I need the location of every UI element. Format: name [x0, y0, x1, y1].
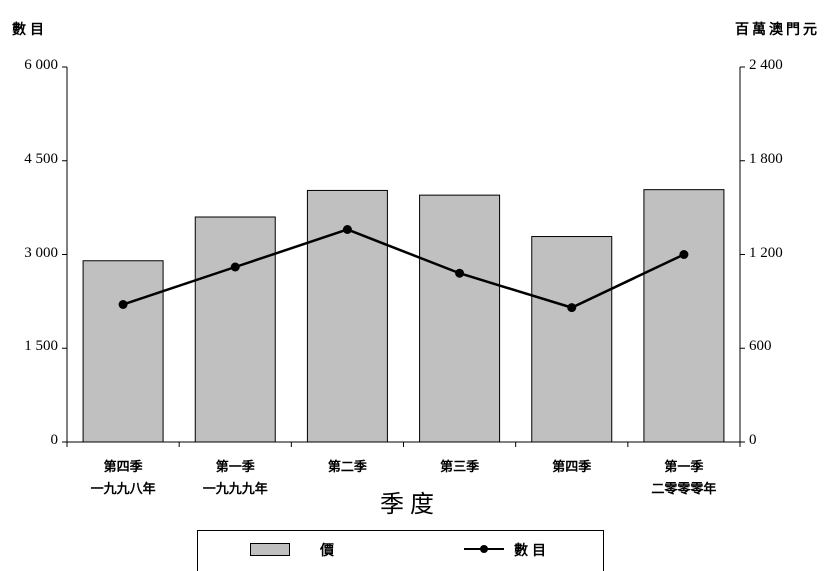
y-left-axis-title: 數目 [12, 22, 48, 38]
line-point-3 [455, 268, 465, 278]
x-tick-label: 第二季 [287, 457, 407, 501]
x-tick-label-line [512, 479, 632, 501]
bar-4 [531, 236, 613, 443]
y-right-tick-label: 600 [749, 338, 772, 355]
x-tick-label-line: 第一季 [215, 460, 255, 475]
legend-bar-swatch [250, 543, 290, 556]
line-point-2 [342, 225, 352, 234]
bar-3 [419, 194, 501, 443]
y-left-tick-label: 1 500 [24, 338, 58, 355]
legend-bar-label: 價 [320, 543, 334, 559]
x-tick-label-line: 第一季 [664, 460, 704, 475]
line-point-5 [679, 250, 689, 259]
y-right-tick-label: 1 800 [749, 150, 783, 167]
y-right-tick-label: 1 200 [749, 244, 783, 261]
legend-line-label: 數目 [514, 543, 550, 559]
x-tick-label: 第一季 二零零零年 [624, 457, 744, 501]
legend: 價 數目 [197, 530, 604, 571]
line-point-0 [118, 300, 128, 309]
line-point-1 [230, 262, 240, 272]
y-right-axis-title: 百萬澳門元 [735, 22, 820, 38]
x-tick-label: 第四季 一九九八年 [63, 457, 183, 501]
line-point-4 [567, 303, 577, 313]
x-tick-label: 第四季 [512, 457, 632, 501]
bar-1 [194, 216, 276, 443]
y-left-tick-label: 4 500 [24, 150, 58, 167]
x-tick-label-line: 第四季 [552, 460, 592, 475]
legend-line-marker [480, 545, 488, 553]
x-axis-title: 季度 [380, 490, 440, 518]
bar-5 [643, 189, 725, 443]
bar-0 [82, 260, 164, 443]
x-tick-label-line: 第三季 [440, 460, 480, 475]
x-tick-label-line: 一九九八年 [90, 482, 156, 497]
x-tick-label: 第一季 一九九九年 [175, 457, 295, 501]
y-left-tick-label: 0 [50, 432, 59, 448]
y-left-tick-label: 6 000 [24, 57, 58, 73]
x-tick-label-line: 一九九九年 [202, 482, 268, 497]
line-series [122, 228, 685, 309]
x-tick-label-line: 第二季 [327, 460, 367, 475]
x-tick-label-line: 二零零零年 [651, 482, 717, 497]
y-right-tick-label: 2 400 [749, 57, 783, 73]
x-tick-label-line: 第四季 [103, 460, 143, 475]
y-right-tick-label: 0 [749, 432, 757, 448]
x-tick-label: 第三季 [400, 457, 520, 501]
y-left-tick-label: 3 000 [24, 244, 58, 261]
